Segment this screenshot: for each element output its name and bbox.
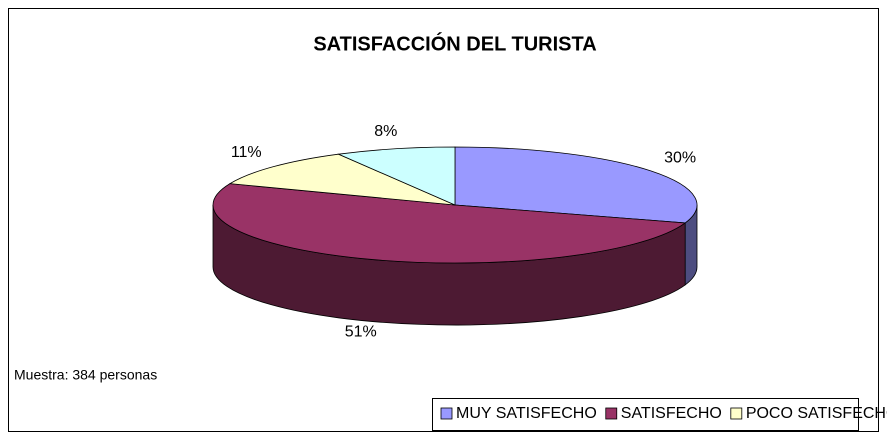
slice [228, 153, 456, 206]
data-label: 11% [231, 144, 262, 161]
slice [212, 183, 687, 264]
legend-label: MUY SATISFECHO [456, 405, 597, 422]
data-label: 30% [664, 149, 696, 166]
annotation: Muestra: 384 personas [14, 367, 157, 383]
legend-swatch [605, 407, 618, 420]
slice [454, 146, 698, 224]
legend-label: POCO SATISFECHO [746, 405, 887, 422]
legend-label: SATISFECHO [621, 405, 722, 422]
data-label: 8% [374, 123, 397, 140]
legend-box [432, 398, 859, 431]
slice [336, 146, 456, 206]
legend-swatch [730, 407, 743, 420]
data-label: 51% [345, 324, 377, 341]
chart-title: SATISFACCIÓN DEL TURISTA [313, 31, 596, 55]
legend-swatch [440, 407, 453, 420]
